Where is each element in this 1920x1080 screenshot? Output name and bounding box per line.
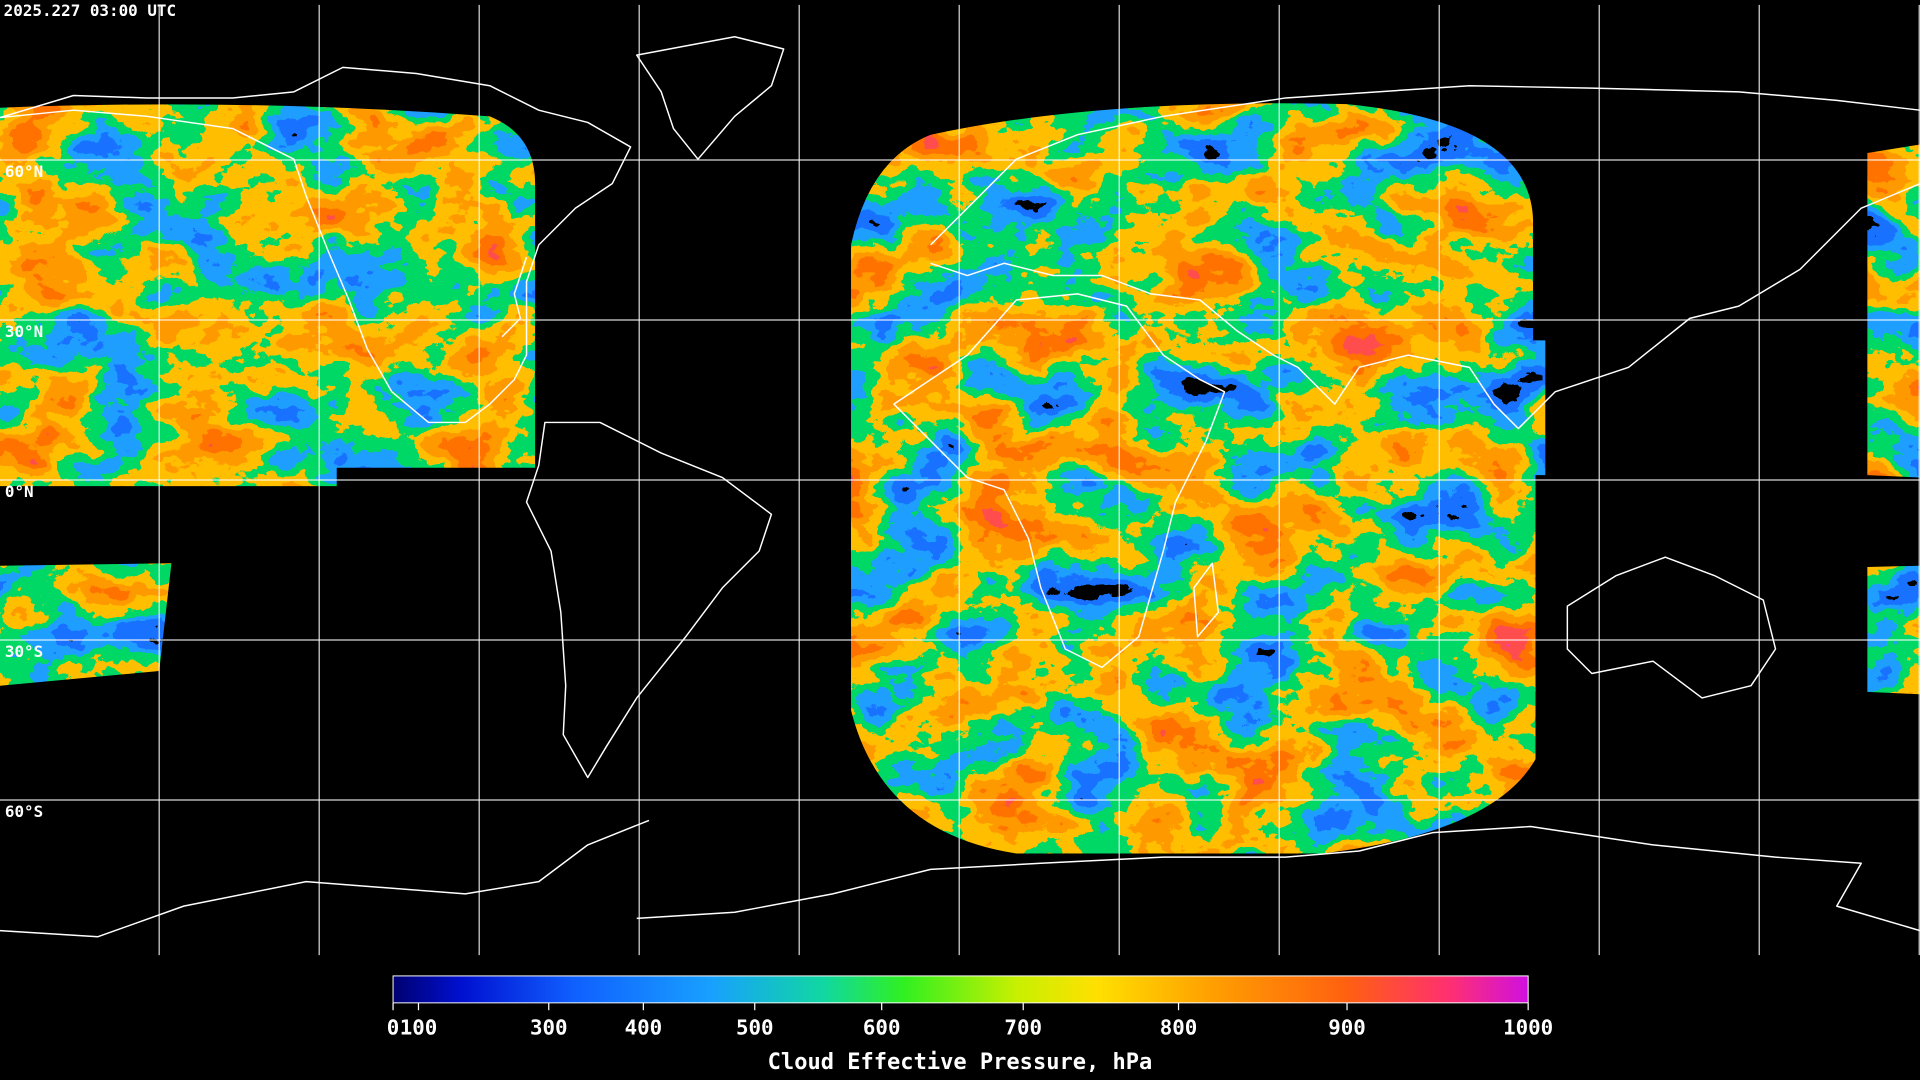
antarctica [0, 819, 1920, 938]
tick-label: 300 [530, 1016, 568, 1040]
lat-label: 60°N [5, 162, 43, 181]
tick-label: 500 [736, 1016, 774, 1040]
latitude-labels: 60°N 30°N 0°N 30°S 60°S [5, 162, 43, 821]
timestamp: 2025.227 03:00 UTC [4, 1, 176, 20]
colorbar [392, 975, 1529, 1004]
tick-label: 400 [625, 1016, 663, 1040]
tick-label: 100 [400, 1016, 438, 1040]
lat-label: 0°N [5, 482, 34, 501]
tick-label: 900 [1328, 1016, 1366, 1040]
australia [1566, 556, 1777, 699]
lat-label: 60°S [5, 802, 43, 821]
graticule [0, 4, 1920, 956]
lat-label: 30°N [5, 322, 43, 341]
tick-label: 0 [387, 1016, 400, 1040]
madagascar [1193, 562, 1220, 638]
coastlines [0, 36, 1920, 938]
florida [501, 256, 528, 338]
tick-label: 700 [1004, 1016, 1042, 1040]
colorbar-title: Cloud Effective Pressure, hPa [768, 1050, 1153, 1075]
tick-label: 600 [863, 1016, 901, 1040]
tick-label: 1000 [1503, 1016, 1553, 1040]
north-america [0, 66, 632, 424]
tick-label: 800 [1160, 1016, 1198, 1040]
colorbar-ticks: 0 100 300 400 500 600 700 800 900 1000 [387, 1002, 1553, 1040]
lat-label: 30°S [5, 642, 43, 661]
eurasia [930, 84, 1920, 430]
greenland [636, 36, 785, 160]
south-america [525, 421, 773, 779]
